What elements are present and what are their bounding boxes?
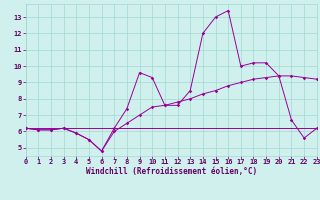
- X-axis label: Windchill (Refroidissement éolien,°C): Windchill (Refroidissement éolien,°C): [86, 167, 257, 176]
